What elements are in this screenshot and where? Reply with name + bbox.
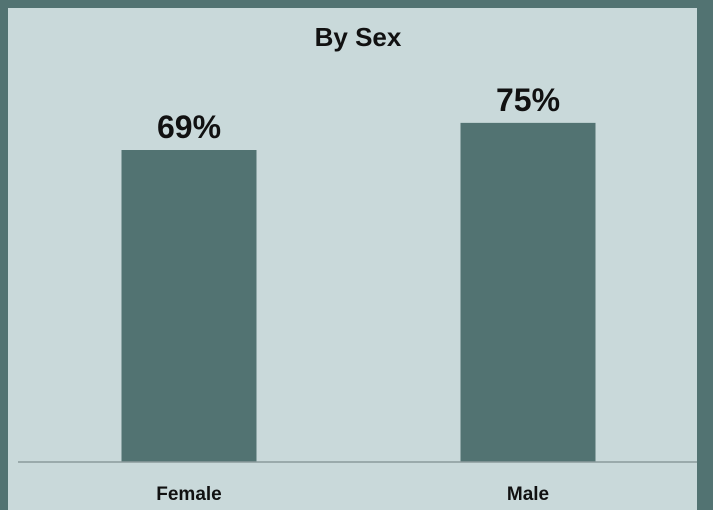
bar-female (121, 150, 257, 462)
chart-title: By Sex (315, 22, 402, 52)
value-label-female: 69% (157, 109, 221, 145)
bars-group: 69% Female 75% Male (121, 82, 596, 505)
bar-male (460, 122, 596, 462)
value-label-male: 75% (496, 82, 560, 118)
category-label-female: Female (156, 484, 221, 505)
category-label-male: Male (507, 484, 549, 505)
